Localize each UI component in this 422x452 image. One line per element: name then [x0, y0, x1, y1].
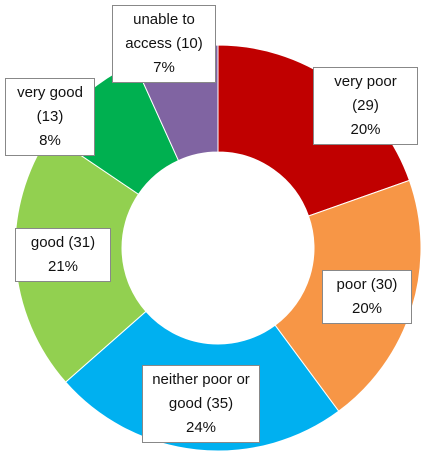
category-label: very poor	[334, 73, 397, 90]
label-text: good (31)	[21, 231, 105, 255]
data-label: poor (30) 20%	[322, 270, 412, 324]
data-label: very good (13) 8%	[5, 78, 95, 156]
category-label: poor	[336, 276, 367, 293]
label-text: unable to access (10)	[117, 8, 211, 56]
percent-label: 8%	[39, 132, 61, 149]
label-text: neither poor or good (35)	[151, 368, 251, 416]
data-label: neither poor or good (35) 24%	[142, 365, 260, 443]
category-label: unable to access	[125, 11, 195, 52]
label-text: very poor (29)	[326, 70, 406, 118]
count-label: (13)	[36, 108, 64, 125]
count-label: (35)	[206, 395, 234, 412]
category-label: neither poor or good	[152, 371, 250, 412]
label-text: very good (13)	[12, 81, 88, 129]
percent-label: 21%	[47, 258, 79, 275]
data-label: very poor (29) 20%	[313, 67, 418, 145]
category-label: good	[30, 234, 65, 251]
data-label: unable to access (10) 7%	[112, 5, 216, 83]
label-text: poor (30)	[327, 273, 407, 297]
count-label: (31)	[68, 234, 96, 251]
percent-label: 20%	[350, 121, 381, 138]
percent-label: 7%	[153, 59, 175, 76]
count-label: (29)	[352, 97, 379, 114]
percent-label: 24%	[185, 419, 217, 436]
count-label: (30)	[370, 276, 398, 293]
percent-label: 20%	[351, 300, 383, 317]
category-label: very good	[17, 84, 83, 101]
count-label: (10)	[176, 35, 203, 52]
data-label: good (31) 21%	[15, 228, 111, 282]
